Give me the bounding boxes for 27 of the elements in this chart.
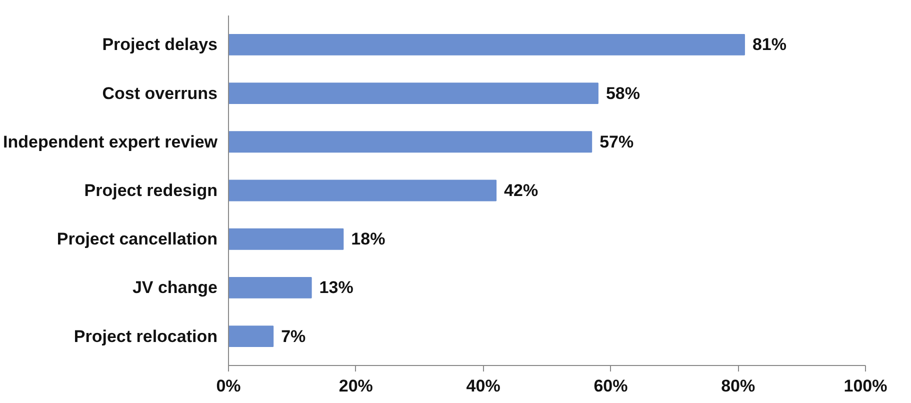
x-tick-label: 100% bbox=[844, 376, 888, 396]
data-label: 42% bbox=[504, 181, 538, 200]
y-tick-label: Project delays bbox=[102, 35, 218, 54]
y-tick-label: JV change bbox=[132, 278, 218, 298]
bar bbox=[228, 34, 745, 56]
x-tick-label: 60% bbox=[594, 376, 628, 396]
y-tick-label: Independent expert review bbox=[3, 132, 218, 152]
x-tick-label: 20% bbox=[338, 376, 373, 396]
data-label: 7% bbox=[281, 326, 306, 346]
bar bbox=[228, 228, 344, 250]
bar bbox=[228, 180, 497, 202]
data-label: 57% bbox=[600, 132, 634, 152]
y-tick-label: Project cancellation bbox=[56, 230, 218, 249]
bar bbox=[228, 277, 312, 298]
data-label: 13% bbox=[319, 278, 354, 298]
x-tick-label: 40% bbox=[466, 376, 500, 396]
x-tick-label: 0% bbox=[216, 376, 241, 396]
data-label: 81% bbox=[752, 35, 786, 54]
y-tick-label: Project relocation bbox=[74, 326, 218, 346]
bar bbox=[228, 82, 598, 104]
data-label: 58% bbox=[606, 84, 640, 103]
bar bbox=[228, 326, 274, 348]
data-label: 18% bbox=[351, 230, 386, 249]
y-tick-label: Cost overruns bbox=[102, 84, 218, 103]
bar bbox=[228, 131, 592, 153]
x-tick-label: 80% bbox=[721, 376, 756, 396]
y-tick-label: Project redesign bbox=[84, 181, 218, 200]
